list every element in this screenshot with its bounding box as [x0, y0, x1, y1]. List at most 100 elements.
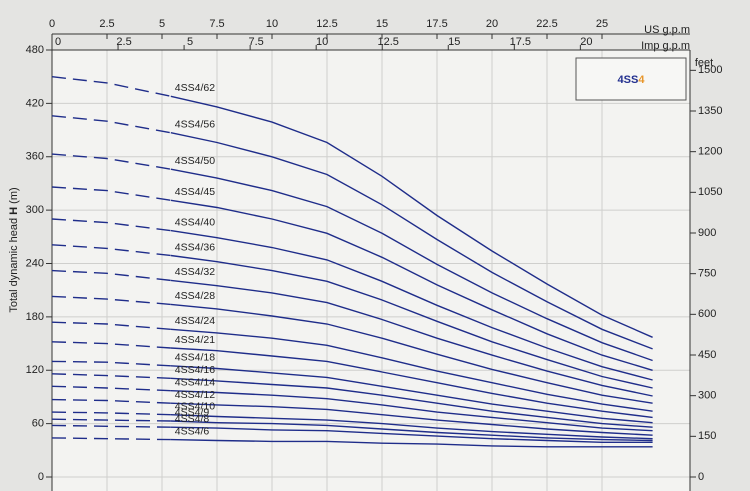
y-tick-label: 60 [32, 418, 44, 430]
series-line [170, 254, 653, 389]
x2-tick-label: 15 [448, 36, 460, 48]
series-label: 4SS4/21 [175, 334, 215, 346]
series-label: 4SS4/18 [175, 352, 215, 364]
x-tick-label: 7.5 [209, 18, 224, 30]
series-line [170, 420, 653, 442]
x-tick-label: 17.5 [426, 18, 447, 30]
y-axis-label-part: (m) [8, 187, 20, 207]
plot-area [52, 50, 690, 491]
series-label: 4SS4/28 [175, 290, 215, 302]
series-line [170, 365, 653, 424]
y2-tick-label: 450 [698, 349, 716, 361]
series-line-dashed [51, 244, 171, 257]
series-label: 4SS4/16 [175, 364, 215, 376]
y-axis-label-part: Total dynamic head [8, 215, 20, 313]
y-tick-label: 420 [26, 97, 44, 109]
x2-tick-label: 7.5 [248, 36, 263, 48]
chart-title: 4SS4 [618, 74, 646, 86]
x-tick-label: 22.5 [536, 18, 557, 30]
y-tick-label: 480 [26, 44, 44, 56]
series-line-dashed [51, 269, 171, 282]
x-axis-label: US g.p.m [644, 24, 690, 36]
y-tick-label: 360 [26, 151, 44, 163]
y2-axis-label: feet [695, 57, 713, 69]
series-line-dashed [51, 373, 171, 379]
series-line-dashed [51, 411, 171, 416]
series-line-dashed [51, 115, 171, 134]
x2-tick-label: 5 [187, 36, 193, 48]
series-line-dashed [51, 76, 171, 97]
series-label: 4SS4/9 [175, 407, 210, 419]
y2-tick-label: 1200 [698, 146, 722, 158]
x-tick-label: 10 [266, 18, 278, 30]
y-axis-label: Total dynamic head H (m) [8, 187, 20, 312]
series-label: 4SS4/32 [175, 266, 215, 278]
x-tick-label: 12.5 [316, 18, 337, 30]
y-tick-label: 0 [38, 471, 44, 483]
x2-tick-label: 17.5 [510, 36, 531, 48]
x2-tick-label: 10 [316, 36, 328, 48]
series-label: 4SS4/62 [175, 82, 215, 94]
y2-tick-label: 750 [698, 268, 716, 280]
series-line [170, 426, 653, 443]
series-line [170, 328, 653, 412]
y-axis-label-part: H [8, 207, 20, 215]
y2-tick-label: 1050 [698, 186, 722, 198]
series-line-dashed [51, 398, 171, 404]
series-label: 4SS4/10 [175, 401, 215, 413]
y-tick-label: 240 [26, 257, 44, 269]
title-part: 4SS [618, 74, 639, 86]
series-line [170, 414, 653, 440]
series-label: 4SS4/36 [175, 241, 215, 253]
x2-tick-label: 20 [580, 36, 592, 48]
series-line-dashed [51, 218, 171, 232]
x2-axis-label: Imp g.p.m [641, 40, 690, 52]
x2-tick-label: 0 [55, 36, 61, 48]
series-line [170, 390, 653, 432]
series-line [170, 199, 653, 371]
series-line-dashed [51, 186, 171, 201]
x2-tick-label: 12.5 [378, 36, 399, 48]
y-tick-label: 300 [26, 204, 44, 216]
series-label: 4SS4/40 [175, 216, 215, 228]
x2-tick-label: 2.5 [116, 36, 131, 48]
series-label: 4SS4/56 [175, 119, 215, 131]
x-tick-label: 2.5 [99, 18, 114, 30]
y-tick-label: 180 [26, 311, 44, 323]
series-line [170, 347, 653, 419]
title-part: 4 [638, 74, 645, 86]
series-line [170, 402, 653, 436]
series-label: 4SS4/8 [175, 413, 210, 425]
series-line [170, 303, 653, 404]
series-label: 4SS4/24 [175, 315, 215, 327]
y2-tick-label: 300 [698, 390, 716, 402]
series-line-dashed [51, 153, 171, 170]
series-line [170, 438, 653, 448]
y2-tick-label: 0 [698, 471, 704, 483]
series-label: 4SS4/6 [175, 425, 210, 437]
x-tick-label: 20 [486, 18, 498, 30]
series-line-dashed [51, 321, 171, 330]
series-line [170, 229, 653, 381]
series-line-dashed [51, 424, 171, 428]
series-line [170, 279, 653, 397]
series-label: 4SS4/12 [175, 389, 215, 401]
x-tick-label: 15 [376, 18, 388, 30]
series-line [170, 168, 653, 362]
y2-tick-label: 600 [698, 308, 716, 320]
series-line [170, 132, 653, 350]
y2-tick-label: 1350 [698, 105, 722, 117]
x-tick-label: 0 [49, 18, 55, 30]
x-tick-label: 25 [596, 18, 608, 30]
y2-tick-label: 150 [698, 430, 716, 442]
series-label: 4SS4/50 [175, 155, 215, 167]
series-line-dashed [51, 418, 171, 422]
series-label: 4SS4/45 [175, 186, 215, 198]
series-line-dashed [51, 341, 171, 349]
series-line [170, 95, 653, 338]
x-tick-label: 5 [159, 18, 165, 30]
y-tick-label: 120 [26, 364, 44, 376]
series-label: 4SS4/14 [175, 376, 215, 388]
